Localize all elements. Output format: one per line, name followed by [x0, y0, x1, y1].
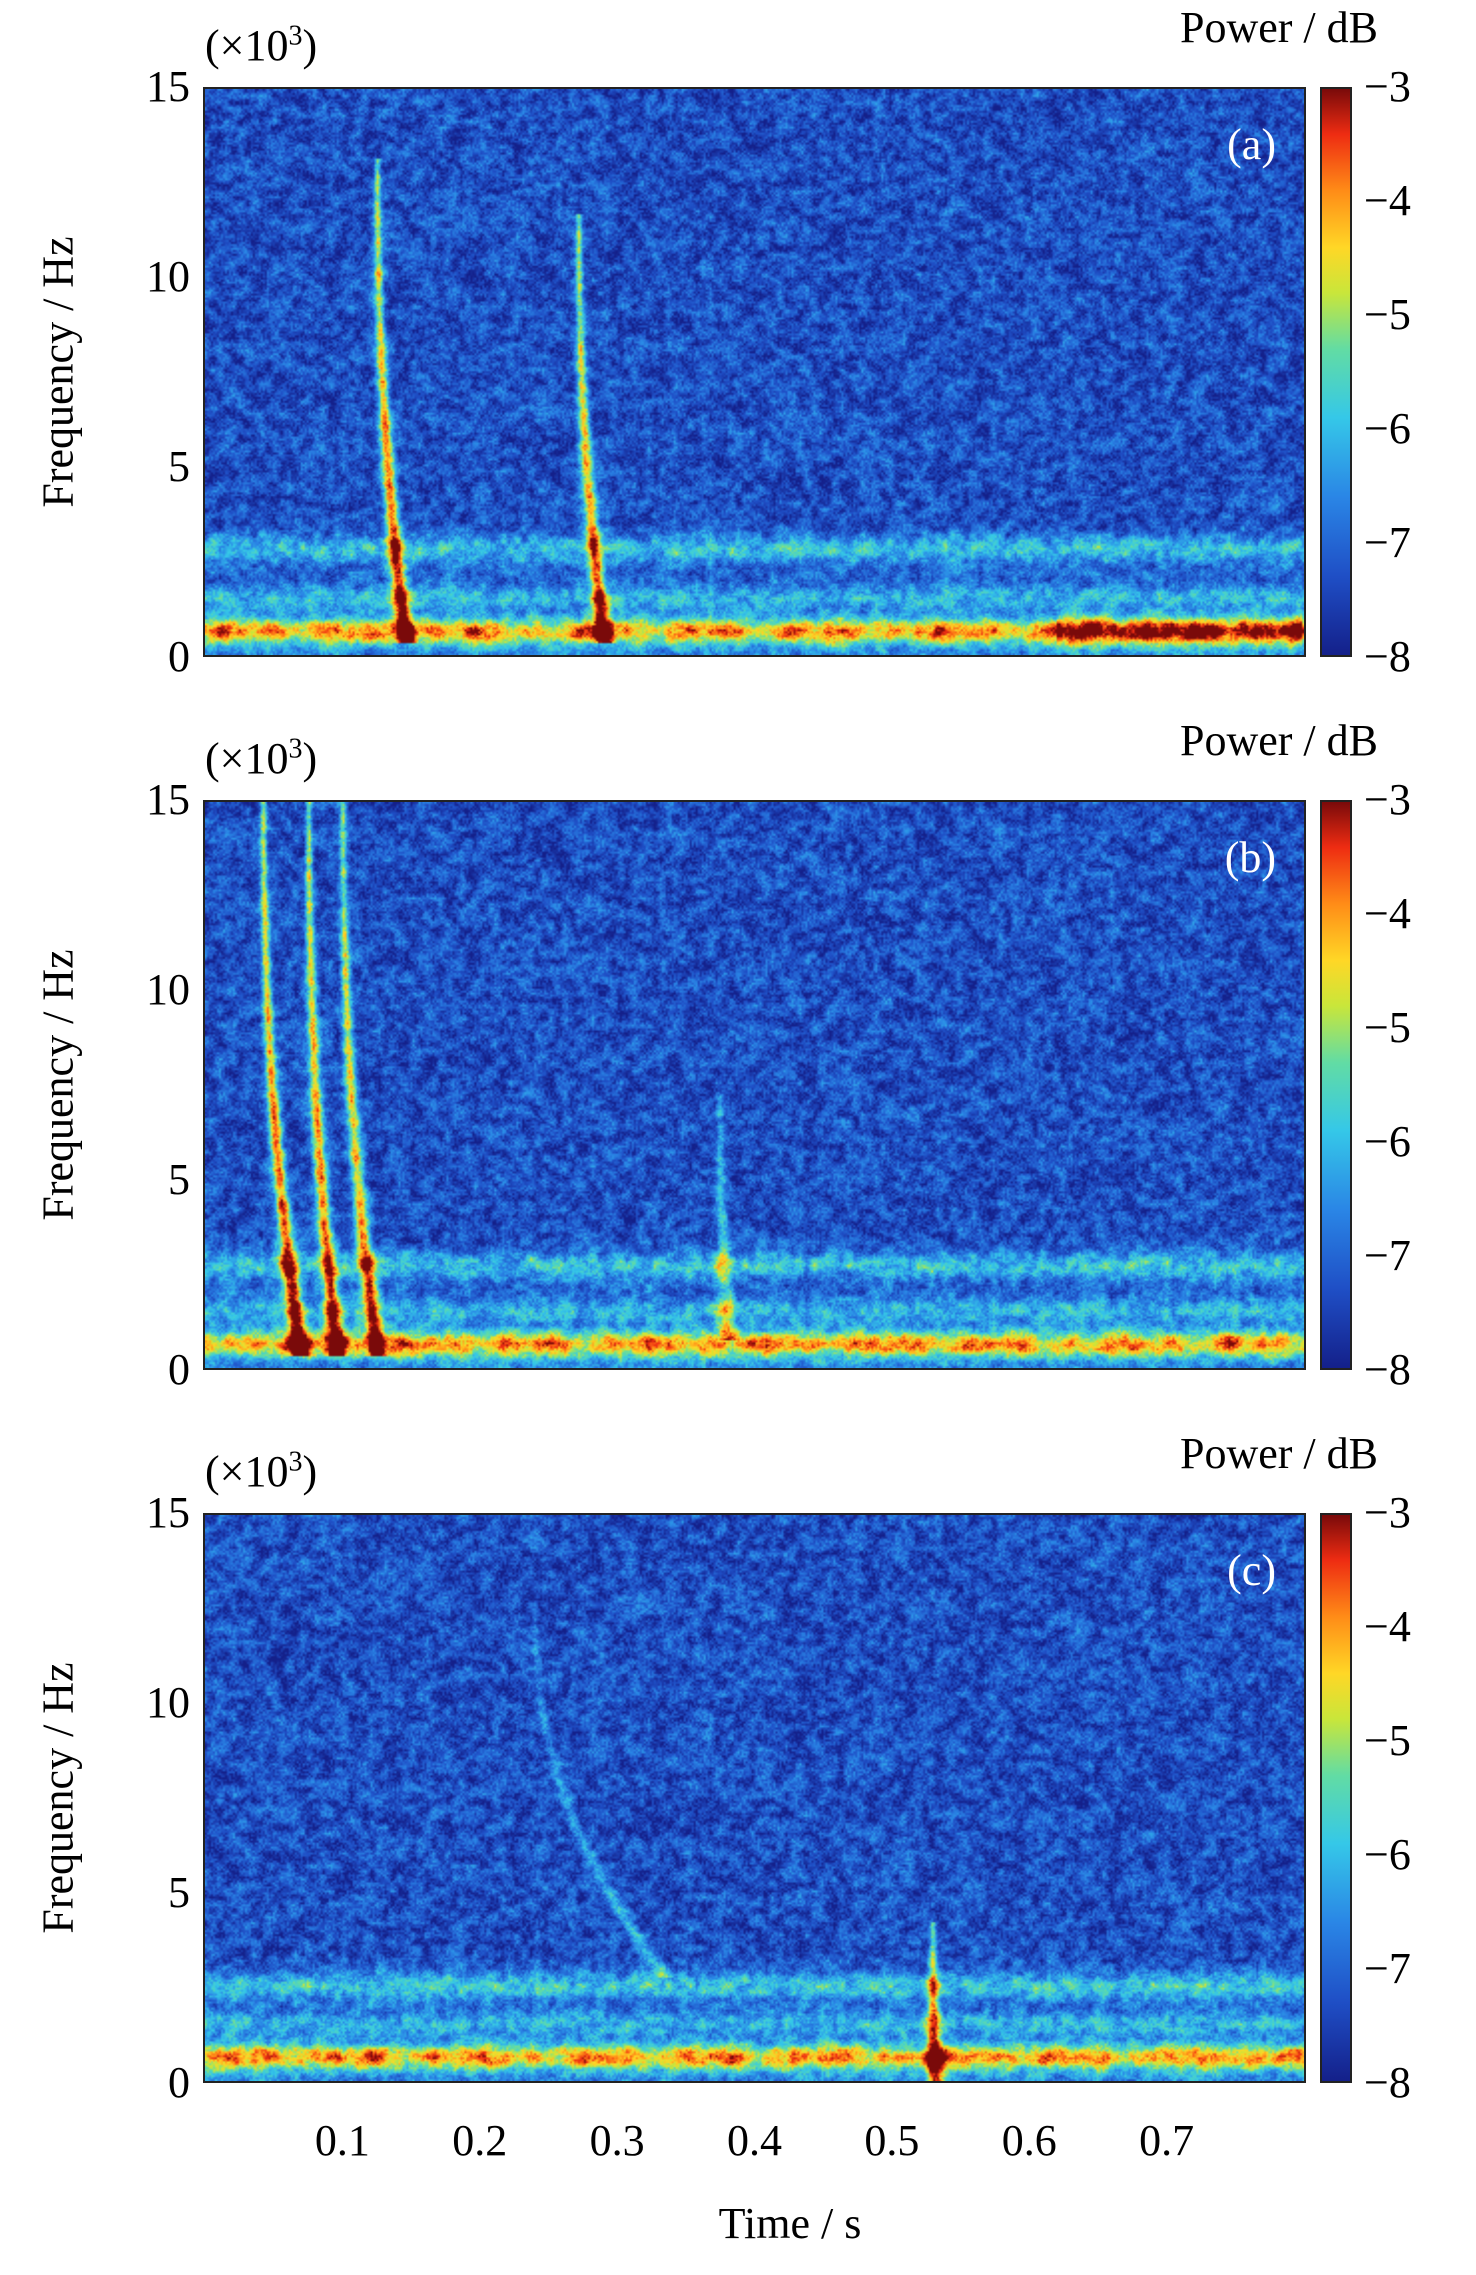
panel-label: (c) [1227, 1546, 1276, 1595]
colorbar-tick-label: −7 [1364, 518, 1411, 567]
colorbar-tick-label: −6 [1364, 1117, 1411, 1166]
spectrogram-plot-area: (c) [203, 1513, 1306, 2083]
colorbar-tick-label: −8 [1364, 1345, 1411, 1394]
y-multiplier: (×103) [205, 733, 318, 783]
spectrogram-panel-b: (×103) Power / dB Frequency / Hz 15 10 5… [0, 713, 1476, 1453]
spectrogram-panel-a: (×103) Power / dB Frequency / Hz 15 10 5… [0, 0, 1476, 740]
colorbar-tick-label: −3 [1364, 62, 1411, 111]
spectrogram-heatmap [205, 89, 1304, 655]
colorbar-tick-label: −6 [1364, 404, 1411, 453]
y-multiplier: (×103) [205, 1446, 318, 1496]
colorbar-tick-label: −6 [1364, 1830, 1411, 1879]
colorbar-tick-label: −4 [1364, 1602, 1411, 1651]
spectrogram-heatmap [205, 802, 1304, 1368]
y-tick-label: 10 [146, 252, 190, 301]
colorbar-tick-label: −5 [1364, 1003, 1411, 1052]
colorbar-tick-label: −3 [1364, 1488, 1411, 1537]
colorbar-tick-label: −7 [1364, 1231, 1411, 1280]
colorbar-tick-label: −5 [1364, 290, 1411, 339]
x-tick-label: 0.5 [864, 2116, 920, 2165]
panel-label: (b) [1224, 833, 1276, 882]
x-tick-label: 0.6 [1001, 2116, 1057, 2165]
y-axis-title: Frequency / Hz [33, 236, 83, 508]
y-tick-label: 10 [146, 1678, 190, 1727]
spectrogram-panel-c: (×103) Power / dB Frequency / Hz 15 10 5… [0, 1426, 1476, 2166]
spectrogram-heatmap [205, 1515, 1304, 2081]
x-tick-label: 0.4 [727, 2116, 782, 2165]
y-tick-label: 0 [168, 632, 190, 681]
colorbar-tick-label: −4 [1364, 889, 1411, 938]
colorbar-tick-label: −4 [1364, 176, 1411, 225]
spectrogram-plot-area: (a) [203, 87, 1306, 657]
colorbar-tick-label: −8 [1364, 632, 1411, 681]
colorbar-title: Power / dB [1180, 3, 1378, 52]
y-tick-label: 15 [146, 775, 190, 824]
y-tick-label: 0 [168, 2058, 190, 2107]
y-tick-label: 15 [146, 62, 190, 111]
colorbar-tick-label: −7 [1364, 1944, 1411, 1993]
colorbar [1320, 800, 1352, 1370]
colorbar-title: Power / dB [1180, 1429, 1378, 1478]
colorbar-title: Power / dB [1180, 716, 1378, 765]
colorbar-tick-label: −5 [1364, 1716, 1411, 1765]
x-tick-label: 0.2 [452, 2116, 508, 2165]
colorbar-tick-label: −3 [1364, 775, 1411, 824]
y-tick-label: 5 [168, 442, 190, 491]
y-tick-label: 5 [168, 1868, 190, 1917]
y-axis-title: Frequency / Hz [33, 1662, 83, 1934]
y-tick-label: 0 [168, 1345, 190, 1394]
y-axis-title: Frequency / Hz [33, 949, 83, 1221]
y-tick-label: 5 [168, 1155, 190, 1204]
colorbar-tick-label: −8 [1364, 2058, 1411, 2107]
y-tick-label: 15 [146, 1488, 190, 1537]
y-multiplier: (×103) [205, 20, 318, 70]
colorbar [1320, 87, 1352, 657]
y-tick-label: 10 [146, 965, 190, 1014]
x-tick-label: 0.3 [589, 2116, 645, 2165]
x-tick-label: 0.7 [1139, 2116, 1195, 2165]
panel-label: (a) [1227, 120, 1276, 169]
colorbar [1320, 1513, 1352, 2083]
x-tick-label: 0.1 [314, 2116, 370, 2165]
x-axis-title: Time / s [718, 2199, 862, 2248]
spectrogram-plot-area: (b) [203, 800, 1306, 1370]
